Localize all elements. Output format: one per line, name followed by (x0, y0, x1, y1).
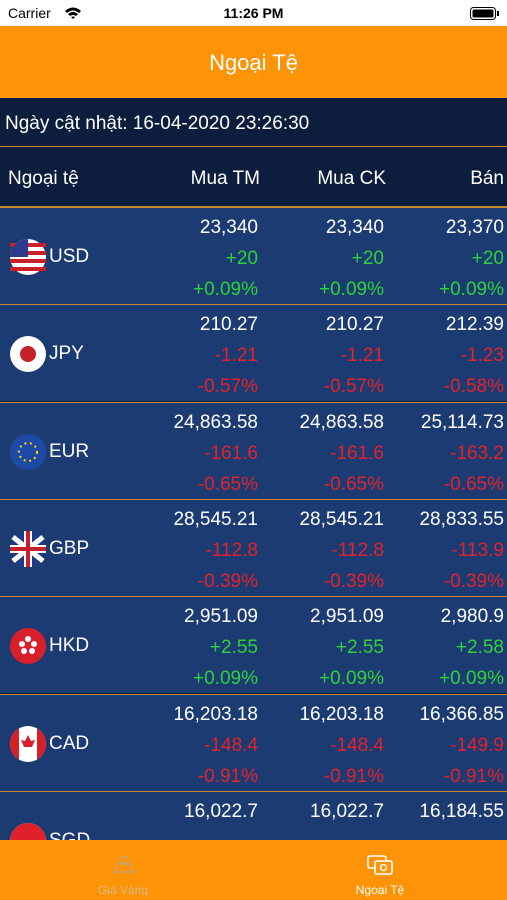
tab-label: Giá Vàng (97, 883, 149, 897)
flag-icon (10, 628, 46, 665)
rate-price: 210.27 (199, 314, 258, 336)
tab-gold[interactable]: Giá Vàng (43, 840, 203, 900)
rate-price: 2,980.9 (440, 606, 504, 628)
rate-price: 24,863.58 (299, 411, 384, 433)
rate-pct: -0.65% (323, 473, 384, 495)
flag-icon (10, 725, 46, 762)
rate-change: -112.8 (331, 539, 384, 561)
rate-pct: -0.39% (197, 570, 258, 592)
rate-pct: +0.09% (439, 279, 504, 300)
rate-price: 28,545.21 (299, 508, 384, 530)
rate-pct: -0.91% (443, 765, 504, 787)
currency-code: CAD (49, 732, 90, 754)
rate-price: 16,022.7 (184, 800, 258, 822)
rate-change: -112.8 (205, 539, 258, 561)
rate-pct: -0.39% (443, 570, 504, 592)
rate-change: +2.55 (209, 637, 258, 659)
rate-row: JPY 210.27 -1.21 -0.57% 210.27 -1.21 -0.57% 212… (0, 304, 507, 402)
rate-pct: +0.09% (319, 279, 384, 300)
carrier: Carrier (8, 5, 51, 21)
currency-code: USD (49, 246, 90, 267)
rate-pct: -0.91% (323, 765, 384, 787)
rate-pct: -0.58% (443, 376, 504, 398)
rate-price: 28,545.21 (173, 508, 258, 530)
currency-code: EUR (49, 440, 90, 462)
rate-price: 23,340 (325, 217, 384, 238)
status-bar: Carrier 11:26 PM (0, 0, 507, 26)
flag-icon (10, 433, 46, 470)
rate-pct: +0.09% (193, 668, 258, 690)
updated-time: Ngày cật nhật: 16-04-2020 23:26:30 (5, 113, 310, 134)
rate-pct: -0.57% (323, 376, 384, 398)
column-header: Mua TM (190, 168, 260, 189)
rate-price: 16,366.85 (419, 703, 504, 725)
divider (0, 206, 507, 207)
rate-row: HKD 2,951.09 +2.55 +0.09% 2,951.09 +2.55 +0.09… (0, 596, 507, 694)
rate-change: -149.9 (450, 734, 504, 756)
rate-change: -161.6 (330, 442, 384, 464)
time: 11:26 PM (223, 5, 284, 21)
currency-icon (367, 855, 393, 875)
rate-change: -148.4 (330, 734, 384, 756)
rate-change: -163.2 (450, 442, 504, 464)
rate-price: 25,114.73 (420, 411, 504, 433)
rate-change: -1.21 (214, 345, 258, 367)
flag-icon (10, 239, 46, 275)
column-header: Bán (470, 168, 504, 189)
rate-pct: +0.09% (193, 279, 258, 300)
rate-price: 16,022.7 (310, 800, 384, 822)
rate-price: 212.39 (445, 314, 504, 336)
rate-price: 23,370 (445, 217, 504, 238)
nav-bar: Ngoại Tệ (0, 26, 507, 98)
currency-code: GBP (49, 537, 90, 559)
rate-price: 210.27 (325, 314, 384, 336)
column-header: Ngoại tệ (8, 168, 79, 189)
rate-change: +20 (471, 248, 504, 269)
rate-pct: -0.57% (197, 376, 258, 398)
nav-title: Ngoại Tệ (209, 50, 298, 75)
rate-price: 2,951.09 (310, 606, 384, 628)
gold-icon (112, 856, 136, 873)
rate-price: 23,340 (199, 217, 258, 238)
rate-change: +20 (351, 248, 384, 269)
rate-price: 2,951.09 (184, 606, 258, 628)
flag-icon (10, 530, 46, 567)
tab-bar: Giá Vàng Ngoại Tệ (0, 840, 507, 900)
rate-price: 16,184.55 (419, 800, 504, 822)
rate-price: 28,833.55 (419, 508, 504, 530)
rate-price: 16,203.18 (299, 703, 384, 725)
rate-change: -1.21 (340, 345, 384, 367)
divider (0, 146, 507, 147)
rate-row: CAD 16,203.18 -148.4 -0.91% 16,203.18 -148.4 -… (0, 693, 507, 791)
rate-change: -148.4 (204, 734, 258, 756)
rate-change: +20 (225, 248, 258, 269)
column-header: Mua CK (317, 168, 386, 189)
rate-pct: -0.91% (197, 765, 258, 787)
rate-change: +2.55 (335, 637, 384, 659)
rate-pct: -0.65% (443, 473, 504, 495)
rate-change: -161.6 (204, 442, 258, 464)
tab-label: Ngoại Tệ (355, 883, 405, 897)
flag-icon (10, 336, 46, 373)
rate-pct: -0.39% (323, 570, 384, 592)
rate-price: 16,203.18 (173, 703, 258, 725)
wifi-icon (65, 7, 81, 19)
rate-price: 24,863.58 (173, 411, 258, 433)
rate-row: EUR 24,863.58 -161.6 -0.65% 24,863.58 -161.6 -… (0, 401, 507, 499)
tab-currency[interactable]: Ngoại Tệ (300, 840, 460, 900)
battery-icon (470, 7, 499, 20)
rate-row: USD 23,340 +20 +0.09% 23,340 +20 +0.09% 23,370 +… (0, 207, 507, 304)
currency-code: JPY (49, 343, 84, 365)
rate-change: -1.23 (460, 345, 504, 367)
rate-change: +2.58 (455, 637, 504, 659)
rate-change: -113.9 (451, 539, 504, 561)
rate-pct: -0.65% (197, 473, 258, 495)
rate-pct: +0.09% (319, 668, 384, 690)
rate-row: GBP 28,545.21 -112.8 -0.39% 28,545.21 -112.8 -… (0, 498, 507, 596)
currency-code: HKD (49, 635, 90, 657)
rate-pct: +0.09% (439, 668, 504, 690)
